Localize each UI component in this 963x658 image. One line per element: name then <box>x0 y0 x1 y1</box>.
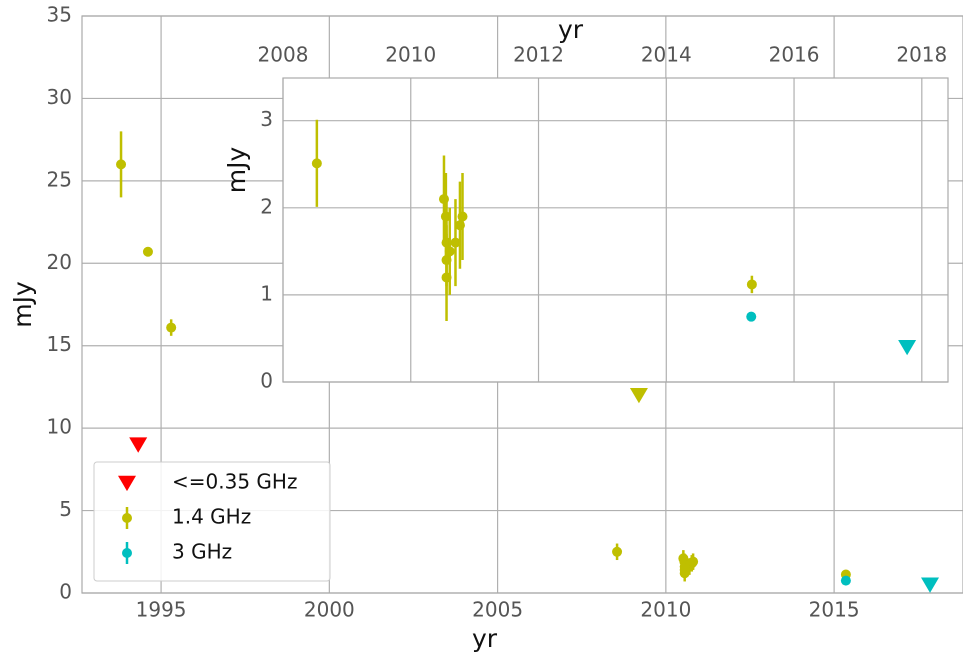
y-tick-label: 20 <box>47 250 72 274</box>
x-tick-label: 2000 <box>304 598 355 622</box>
upper-limit-marker <box>129 437 148 453</box>
legend-label: 3 GHz <box>172 540 232 564</box>
legend-label: <=0.35 GHz <box>172 470 297 494</box>
y-tick-label: 15 <box>47 332 72 356</box>
plot-frame <box>81 15 963 594</box>
x-tick-label: 2014 <box>641 43 692 67</box>
upper-limit-marker <box>898 339 917 356</box>
y-tick-label: 35 <box>47 3 72 27</box>
legend-marker <box>118 475 136 492</box>
upper-limit-marker <box>629 387 648 404</box>
y-tick-label: 25 <box>47 167 72 191</box>
x-tick-label: 2008 <box>258 43 309 67</box>
x-tick-label: 2010 <box>640 598 691 622</box>
x-axis-label: yr <box>558 15 584 44</box>
data-point <box>116 159 127 170</box>
y-axis-label: mJy <box>222 147 251 194</box>
data-point <box>142 246 153 257</box>
x-tick-label: 2005 <box>472 598 523 622</box>
y-tick-label: 5 <box>59 497 72 521</box>
data-point <box>311 158 322 169</box>
data-point <box>746 279 757 290</box>
y-tick-label: 30 <box>47 85 72 109</box>
legend-marker <box>122 548 132 558</box>
legend-marker <box>122 513 132 523</box>
data-point <box>457 211 468 222</box>
data-point <box>450 237 461 248</box>
plot-background <box>283 78 948 382</box>
y-tick-label: 0 <box>59 580 72 604</box>
data-point <box>612 546 623 557</box>
upper-limit-marker <box>921 577 940 593</box>
data-point <box>166 322 177 333</box>
plot-frame <box>282 77 949 383</box>
y-tick-label: 1 <box>260 281 273 305</box>
legend-box <box>93 461 331 582</box>
x-tick-label: 2015 <box>809 598 860 622</box>
x-tick-label: 1995 <box>136 598 187 622</box>
legend-label: 1.4 GHz <box>172 505 251 529</box>
x-tick-label: 2018 <box>896 43 947 67</box>
y-tick-label: 2 <box>260 194 273 218</box>
y-axis-label: mJy <box>8 281 37 328</box>
x-tick-label: 2010 <box>385 43 436 67</box>
x-tick-label: 2016 <box>769 43 820 67</box>
x-tick-label: 2012 <box>513 43 564 67</box>
data-point <box>746 311 757 322</box>
y-tick-label: 10 <box>47 415 72 439</box>
y-tick-label: 0 <box>260 369 273 393</box>
data-point <box>840 575 851 586</box>
x-axis-label: yr <box>472 624 498 653</box>
y-tick-label: 3 <box>260 107 273 131</box>
data-point <box>444 246 455 257</box>
data-point <box>688 556 699 567</box>
